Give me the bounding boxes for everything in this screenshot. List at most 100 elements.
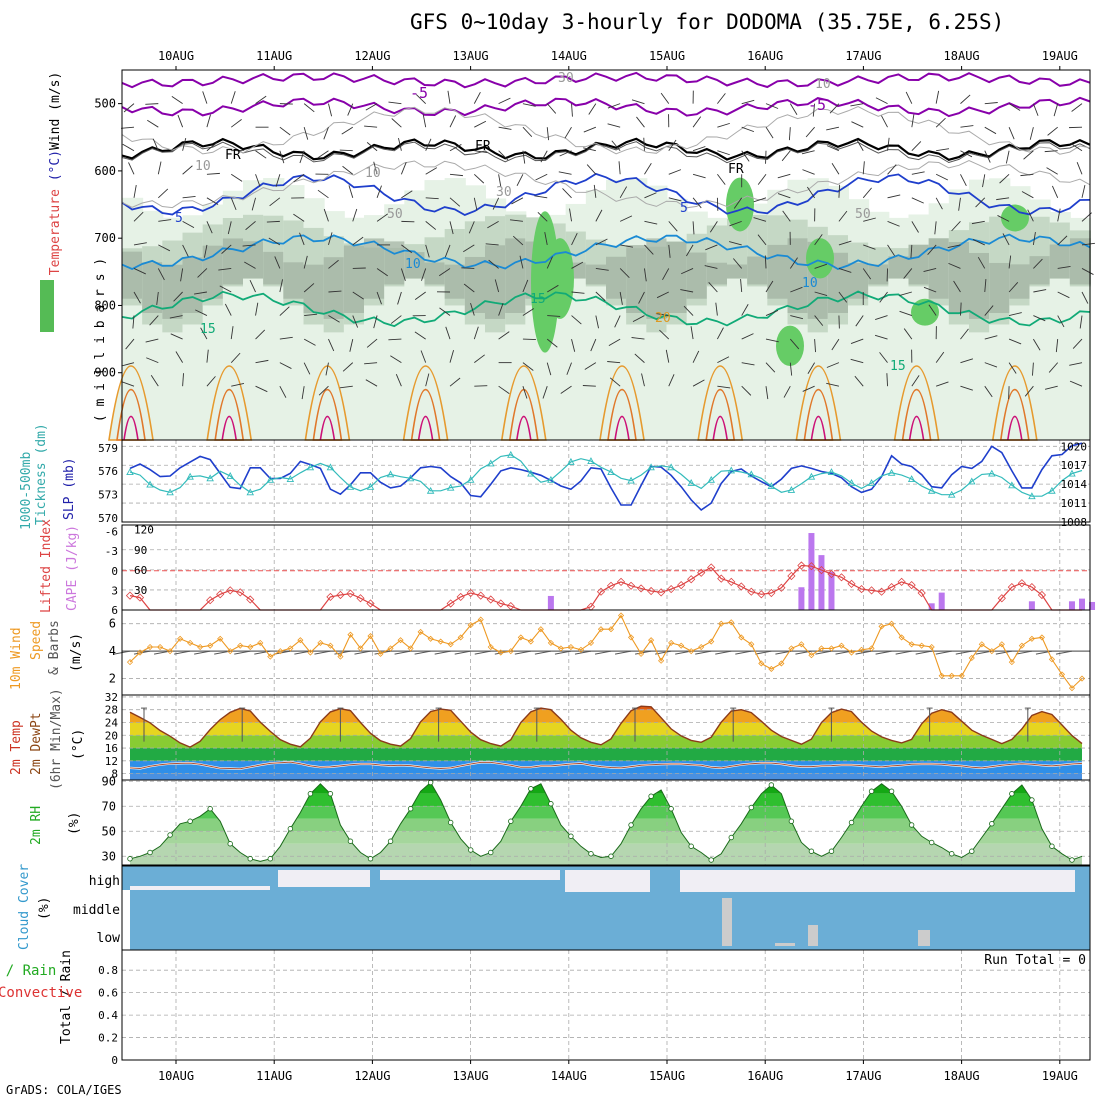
rh-marker xyxy=(608,853,614,859)
rh-high-patch xyxy=(1001,204,1029,232)
wind-barb xyxy=(595,315,599,329)
wind-speed-marker xyxy=(878,623,885,630)
wind-barb xyxy=(449,115,457,128)
wind-barb xyxy=(631,337,645,340)
wind-barb xyxy=(230,352,241,363)
wind-barb xyxy=(434,650,451,655)
wind-10m-panel: 2 4 6 10m Wind Speed & Barbs (m/s) xyxy=(9,609,1091,696)
thickness-marker xyxy=(627,476,635,484)
wind-barb xyxy=(1008,127,1015,140)
wind-barb xyxy=(125,338,135,350)
wind-barb xyxy=(294,650,311,655)
wind-speed-marker xyxy=(187,639,194,646)
rh-band-dark xyxy=(969,252,991,319)
wind-barb xyxy=(875,650,892,655)
thickness-marker xyxy=(968,477,976,485)
wind-barb xyxy=(303,255,308,269)
precip-tick-label: 0.4 xyxy=(98,1009,118,1022)
date-axes: 10AUG 10AUG 11AUG 11AUG 12AUG 12AUG 13AUG 13AUG… xyxy=(158,49,1078,1083)
wind-barb xyxy=(879,352,888,363)
wind-barb xyxy=(180,268,184,282)
rh-band-dark xyxy=(404,252,426,279)
temp-tick-label: 20 xyxy=(105,729,118,742)
wind-barb xyxy=(741,99,755,105)
rh-marker xyxy=(568,833,574,839)
rh-band-dark xyxy=(1069,238,1091,285)
wind-barb xyxy=(928,304,937,316)
lifted-index-tick-label: 0 xyxy=(111,565,118,578)
wind-barb xyxy=(1024,385,1034,397)
wind-speed-marker xyxy=(898,634,905,641)
wind-barb xyxy=(681,268,694,275)
thickness-marker xyxy=(346,482,355,490)
wind-barb xyxy=(668,169,682,175)
rh-band-dark xyxy=(364,238,386,299)
thickness-marker xyxy=(286,475,295,482)
wind-barb xyxy=(122,143,135,152)
wind-barb xyxy=(354,650,371,655)
temp-band xyxy=(130,706,1082,710)
wind-barb xyxy=(1032,362,1034,376)
wind-barb xyxy=(999,173,1010,184)
wind-barb xyxy=(1033,258,1043,269)
wind-speed-marker xyxy=(297,637,304,644)
rh-2m-panel: 30 50 70 90 2m RH (%) xyxy=(29,774,1091,866)
rh-marker xyxy=(347,838,354,844)
wind-barb xyxy=(449,350,455,363)
wind-barb xyxy=(1081,242,1095,246)
temp-contour-30 xyxy=(908,415,925,441)
rh-tick-label: 90 xyxy=(102,774,116,788)
thickness-line xyxy=(129,454,1083,497)
wind-barb xyxy=(911,171,925,175)
wind-speed-marker xyxy=(1028,635,1035,642)
wind-barb xyxy=(221,244,232,254)
wind-barb xyxy=(157,161,162,175)
rh-marker xyxy=(1009,791,1015,797)
rh-high-patch xyxy=(546,238,574,319)
wind-barb xyxy=(911,375,920,387)
wind-barb xyxy=(255,174,261,187)
cape-bar xyxy=(818,555,825,610)
wind-barb xyxy=(227,221,232,235)
wind-barb xyxy=(244,261,256,269)
cape-tick-label: 120 xyxy=(134,524,154,537)
rh-band-dark xyxy=(303,264,325,313)
wind-barb xyxy=(1008,255,1012,269)
wind-barb xyxy=(984,385,993,398)
temp-band xyxy=(130,748,1082,761)
wind-speed-marker xyxy=(146,643,154,651)
wind-barb xyxy=(1021,191,1034,199)
wind-barb xyxy=(935,650,952,655)
wind-speed-marker xyxy=(507,648,514,655)
wind-barb xyxy=(425,221,437,230)
wind-barb xyxy=(474,173,485,184)
wind-speed-marker xyxy=(517,634,524,641)
wind-barb xyxy=(133,211,144,222)
wind-speed-marker xyxy=(688,648,695,655)
rh-band-dark xyxy=(928,238,950,299)
wind-barb xyxy=(546,284,559,293)
wind-barb xyxy=(850,338,864,344)
wind-speed-marker xyxy=(678,642,685,649)
wind-barb xyxy=(607,103,621,109)
wind-speed-marker xyxy=(227,648,234,655)
wind-barb xyxy=(230,91,236,104)
wind-barb xyxy=(783,385,791,398)
wind-barb xyxy=(388,338,402,341)
wind-barb xyxy=(554,650,572,655)
wind-barb xyxy=(279,336,293,340)
lifted-index-marker xyxy=(847,579,856,588)
wind-barb xyxy=(593,184,597,198)
lifted-index-marker xyxy=(1027,583,1036,592)
wind-barb xyxy=(230,118,242,128)
wind-barb xyxy=(790,315,804,320)
wind-barb xyxy=(903,328,913,340)
rh-marker xyxy=(287,826,294,832)
rh-band-dark xyxy=(384,241,406,285)
wind-speed-marker xyxy=(838,642,845,649)
date-label-top: 13AUG xyxy=(453,49,489,63)
wind-speed-marker xyxy=(788,645,795,652)
rh-band-dark xyxy=(646,238,668,319)
wind-barb xyxy=(757,234,767,246)
lifted-index-marker xyxy=(707,563,716,572)
